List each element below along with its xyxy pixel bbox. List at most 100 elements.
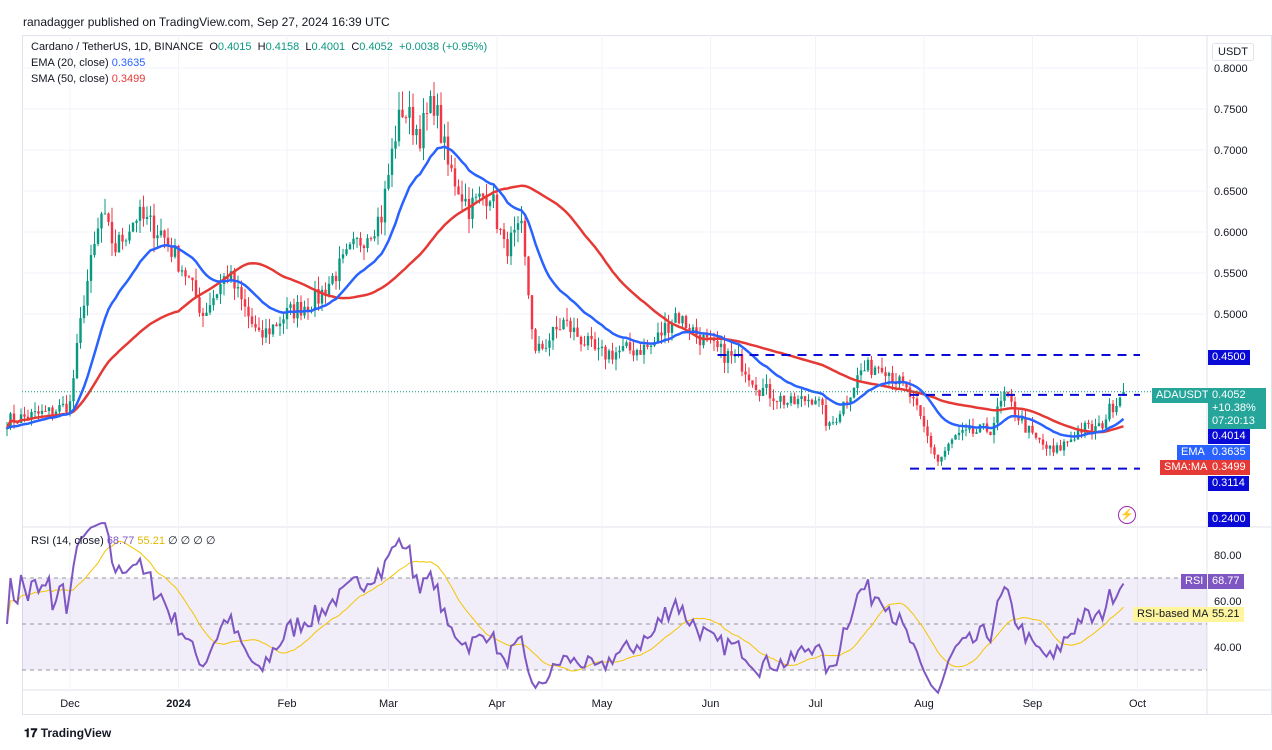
candle-body [408, 106, 411, 118]
candle-body [89, 255, 93, 281]
legend-ema: EMA (20, close) 0.3635 [31, 57, 145, 69]
candle-body [674, 313, 677, 323]
candle-body [849, 397, 852, 403]
candle-body [362, 245, 366, 249]
candle-body [933, 447, 936, 455]
candle-body [107, 213, 110, 222]
candle-body [338, 258, 341, 282]
candle-body [93, 243, 96, 256]
candle-body [180, 270, 184, 272]
legend-change: +0.0038 (+0.95%) [399, 41, 488, 53]
candle-body [1073, 439, 1076, 441]
candle-body [926, 426, 929, 436]
candle-body [495, 194, 499, 230]
candle-body [999, 400, 1003, 407]
candle-body [72, 378, 75, 402]
candle-body [1031, 425, 1034, 433]
legend-rsi: RSI (14, close) 68.77 55.21 ∅ ∅ ∅ ∅ [31, 534, 216, 547]
candle-body [191, 277, 194, 281]
candle-body [275, 324, 278, 327]
rsi-tag: RSI [1181, 574, 1208, 589]
candle-body [838, 414, 842, 422]
symbol-tag: ADAUSDT [1152, 388, 1213, 403]
candle-body [691, 327, 695, 333]
legend-close: 0.4052 [359, 41, 393, 53]
candle-body [212, 298, 215, 306]
candle-body [159, 230, 163, 236]
time-tick: Apr [488, 698, 505, 710]
candle-body [877, 367, 880, 369]
candle-body [845, 401, 849, 403]
candle-body [170, 245, 173, 257]
candle-body [1038, 437, 1041, 440]
candle-body [5, 428, 9, 430]
legend-low: 0.4001 [311, 41, 346, 53]
rsi-tick: 80.00 [1214, 550, 1242, 562]
last-price: 0.4052 [1212, 389, 1246, 401]
candle-body [873, 367, 877, 375]
candle-body [866, 359, 870, 371]
candle-body [492, 194, 495, 202]
candle-body [68, 401, 72, 413]
candle-body [471, 197, 474, 219]
candle-body [432, 96, 436, 116]
candle-body [355, 238, 359, 240]
candle-body [943, 450, 947, 457]
candle-body [719, 343, 723, 348]
sma-line [5, 184, 1124, 434]
candle-body [597, 348, 600, 350]
candle-body [688, 328, 691, 333]
candle-body [103, 213, 107, 215]
candle-body [30, 411, 33, 420]
legend-l-label: L [305, 41, 312, 53]
ema-value: 0.3635 [111, 57, 146, 69]
candle-body [677, 313, 681, 324]
candle-body [1062, 441, 1066, 451]
candle-body [754, 384, 758, 390]
candle-body [184, 270, 187, 277]
candle-body [65, 403, 68, 413]
candle-body [572, 327, 576, 333]
candle-body [863, 370, 866, 372]
candle-body [821, 399, 824, 406]
candle-body [870, 359, 873, 375]
legend-c-label: C [351, 41, 360, 53]
candle-body [527, 256, 530, 296]
candle-body [513, 229, 516, 233]
brand: TradingView [40, 726, 112, 740]
candle-body [569, 320, 572, 333]
time-tick: Dec [60, 698, 80, 710]
legend-h-label: H [257, 41, 266, 53]
candle-body [698, 335, 702, 346]
candle-body [19, 414, 23, 423]
time-tick: 2024 [166, 698, 191, 710]
candle-body [681, 316, 684, 324]
time-tick: May [592, 698, 613, 710]
candle-body [247, 306, 250, 317]
currency-button[interactable]: USDT [1212, 43, 1254, 61]
candle-body [261, 330, 264, 338]
lightning-icon[interactable]: ⚡ [1118, 506, 1136, 524]
sma-tag: SMA:MA [1160, 460, 1212, 475]
level-badge-024: 0.2400 [1208, 512, 1250, 527]
candle-body [537, 343, 541, 351]
candle-body [555, 326, 558, 330]
candle-body [404, 117, 408, 119]
last-price-badge: 0.4052 +10.38% 07:20:13 [1208, 388, 1266, 429]
candle-body [751, 380, 754, 385]
candle-body [387, 174, 390, 189]
candle-body [800, 396, 803, 400]
candle-body [250, 316, 254, 324]
time-tick: Jul [808, 698, 822, 710]
candle-body [814, 400, 817, 405]
candle-body [831, 422, 835, 424]
candle-body [796, 399, 800, 405]
candle-body [810, 399, 814, 405]
last-pct: +10.38% [1212, 402, 1256, 414]
candle-body [516, 223, 520, 230]
candle-body [341, 254, 345, 259]
candle-body [1041, 439, 1045, 445]
candle-body [488, 201, 492, 207]
time-tick: Mar [379, 698, 398, 710]
